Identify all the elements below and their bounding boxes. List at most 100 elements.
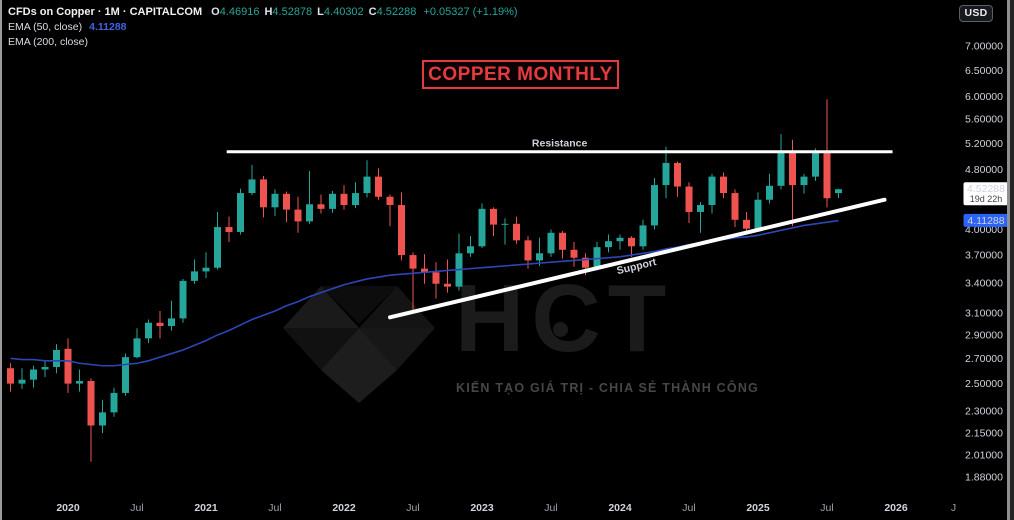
symbol-legend: CFDs on Copper · 1M · CAPITALCOM O4.46916… xyxy=(8,4,518,49)
support-line[interactable] xyxy=(388,197,887,320)
vertical-scrollbar[interactable] xyxy=(1007,0,1010,520)
ema50-label[interactable]: EMA (50, close) xyxy=(8,21,83,33)
ema50-value: 4.11288 xyxy=(89,21,127,33)
candle-body xyxy=(294,209,302,222)
candle-body xyxy=(674,162,681,187)
candle-body xyxy=(720,176,727,194)
candle-body xyxy=(766,185,773,200)
candle-body xyxy=(731,193,739,220)
candle-body xyxy=(536,253,543,261)
candle-body xyxy=(156,322,164,327)
high-value: H4.52878 xyxy=(264,6,313,18)
svg-text:2023: 2023 xyxy=(470,502,494,514)
ema50-row[interactable]: EMA (50, close) 4.11288 xyxy=(8,19,518,34)
svg-text:2.90000: 2.90000 xyxy=(965,329,1003,341)
low-value: L4.40302 xyxy=(317,6,364,18)
candle-body xyxy=(754,199,762,229)
candle-body xyxy=(283,193,290,210)
svg-text:2020: 2020 xyxy=(56,502,80,514)
candle-body xyxy=(662,162,670,186)
candle-body xyxy=(76,380,83,384)
price-axis[interactable]: 7.00000 6.50000 6.00000 5.60000 5.20000 4.800… xyxy=(965,41,1003,484)
candle-body xyxy=(835,189,842,194)
svg-text:3.70000: 3.70000 xyxy=(965,250,1003,262)
watermark-brand-dot-icon xyxy=(553,322,568,337)
svg-text:2026: 2026 xyxy=(884,502,908,514)
candle-body xyxy=(168,318,175,327)
candle-body xyxy=(478,208,486,247)
candle-body xyxy=(375,176,382,197)
candle-body xyxy=(421,268,428,273)
hct-diamond-logo-icon xyxy=(283,286,435,403)
svg-text:2.50000: 2.50000 xyxy=(965,378,1003,390)
svg-text:2.30000: 2.30000 xyxy=(965,405,1003,417)
change-value: +0.05327 (+1.19%) xyxy=(423,6,518,18)
svg-text:Jul: Jul xyxy=(268,502,281,514)
close-value: C4.52288 xyxy=(368,6,417,18)
candle-body xyxy=(432,272,440,284)
candle-body xyxy=(639,225,647,247)
candle-body xyxy=(340,193,348,206)
candle-body xyxy=(64,348,72,384)
candle-body xyxy=(30,369,37,380)
svg-text:2025: 2025 xyxy=(746,502,770,514)
candle-body xyxy=(444,283,451,287)
svg-text:5.20000: 5.20000 xyxy=(965,138,1003,150)
svg-text:J: J xyxy=(951,502,956,514)
svg-text:4.11288: 4.11288 xyxy=(967,215,1004,227)
candle-body xyxy=(593,247,601,268)
candle-body xyxy=(789,152,796,186)
window-border-left xyxy=(0,0,2,520)
candle-body xyxy=(99,412,106,426)
svg-text:1.88000: 1.88000 xyxy=(965,472,1003,484)
candles-series xyxy=(7,99,842,462)
candle-body xyxy=(743,219,750,229)
candle-body xyxy=(363,176,371,194)
candle-body xyxy=(237,193,244,232)
candle-body xyxy=(501,223,509,225)
svg-text:Jul: Jul xyxy=(820,502,833,514)
ema50-price-tag: 4.11288 xyxy=(963,213,1009,227)
candle-body xyxy=(202,267,210,272)
candle-body xyxy=(317,204,325,209)
resistance-label[interactable]: Resistance xyxy=(532,137,588,149)
currency-button[interactable]: USD xyxy=(959,5,993,22)
window-border-right xyxy=(1010,0,1014,520)
candle-body xyxy=(605,241,612,248)
candle-body xyxy=(582,257,589,268)
candle-body xyxy=(467,246,474,254)
ema200-label[interactable]: EMA (200, close) xyxy=(8,36,88,48)
candle-body xyxy=(812,152,819,177)
svg-text:Jul: Jul xyxy=(544,502,557,514)
svg-text:6.50000: 6.50000 xyxy=(965,65,1003,77)
svg-text:3.40000: 3.40000 xyxy=(965,277,1003,289)
candle-body xyxy=(409,255,417,269)
candle-body xyxy=(628,237,635,247)
time-axis[interactable]: 2020 Jul 2021 Jul 2022 Jul 2023 Jul 2024 Jul 2025 J… xyxy=(56,502,956,514)
symbol-row[interactable]: CFDs on Copper · 1M · CAPITALCOM O4.46916… xyxy=(8,4,518,19)
svg-text:4.00000: 4.00000 xyxy=(965,224,1003,236)
candle-body xyxy=(547,232,555,254)
chart-title-annotation[interactable]: COPPER MONTHLY xyxy=(422,60,619,89)
ema200-row[interactable]: EMA (200, close) xyxy=(8,34,518,49)
candle-body xyxy=(697,205,704,212)
svg-text:2.70000: 2.70000 xyxy=(965,353,1003,365)
candle-body xyxy=(41,366,49,370)
symbol-title[interactable]: CFDs on Copper · 1M · CAPITALCOM xyxy=(8,6,203,18)
svg-text:5.60000: 5.60000 xyxy=(965,114,1003,126)
candle-body xyxy=(490,208,497,225)
candle-body xyxy=(271,193,279,208)
candle-body xyxy=(386,196,394,206)
svg-text:2021: 2021 xyxy=(194,502,218,514)
open-value: O4.46916 xyxy=(211,6,260,18)
candle-body xyxy=(524,240,532,261)
candle-body xyxy=(708,176,716,206)
candle-body xyxy=(329,193,336,209)
svg-text:Jul: Jul xyxy=(682,502,695,514)
candle-body xyxy=(191,271,198,281)
svg-text:6.00000: 6.00000 xyxy=(965,91,1003,103)
candle-body xyxy=(777,152,785,186)
